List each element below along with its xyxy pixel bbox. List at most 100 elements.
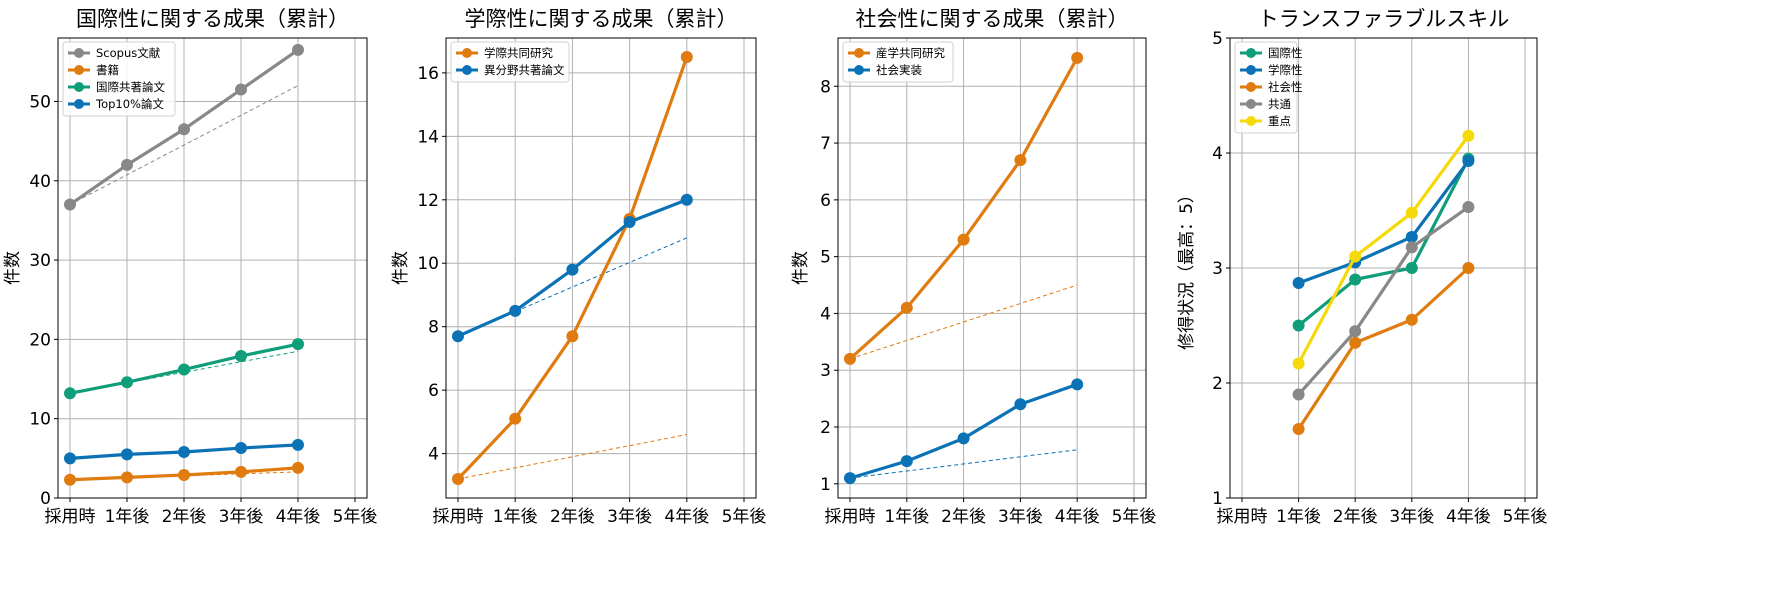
legend-entry: 共通 (1268, 97, 1291, 111)
legend-entry: 国際性 (1268, 46, 1303, 60)
x-tick-label: 5年後 (1503, 507, 1548, 527)
chart-panel-2: 採用時 1年後 2年後 3年後 4年後 5年後 4 6 8 10 12 14 16 学際性に関する成果（累… (391, 7, 766, 527)
data-point (121, 471, 133, 484)
data-point (1405, 313, 1418, 326)
data-point (121, 448, 133, 461)
x-tick-label: 採用時 (1217, 507, 1268, 527)
x-tick-label: 2年後 (550, 507, 595, 527)
legend-box (62, 41, 176, 117)
y-tick-label: 4 (1212, 144, 1223, 164)
x-tick-label: 2年後 (1333, 507, 1378, 527)
y-tick-label: 30 (29, 251, 51, 271)
x-tick-label: 1年後 (493, 507, 538, 527)
data-point (1405, 206, 1418, 219)
legend-entry: Top10%論文 (95, 97, 164, 111)
data-point (1349, 325, 1362, 338)
data-point (680, 193, 693, 206)
x-tick-label: 4年後 (1446, 507, 1491, 527)
y-tick-label: 1 (1212, 489, 1223, 509)
y-tick-label: 3 (1212, 259, 1223, 279)
y-tick-label: 4 (820, 304, 831, 324)
plot-frame (445, 37, 757, 499)
y-tick-label: 40 (29, 172, 51, 192)
data-point (452, 330, 464, 343)
y-tick-label: 8 (820, 77, 831, 97)
x-tick-label: 4年後 (664, 507, 709, 527)
legend-entry: 産学共同研究 (876, 46, 945, 60)
data-point (178, 469, 190, 481)
data-point (292, 338, 304, 351)
y-tick-label: 10 (29, 410, 51, 430)
series-line-3 (1296, 266, 1471, 431)
y-tick-label: 16 (417, 64, 439, 84)
legend-box (1234, 41, 1298, 134)
y-axis-label: 件数 (791, 251, 811, 285)
y-tick-label: 20 (29, 330, 51, 350)
x-tick-label: 3年後 (607, 507, 652, 527)
legend-swatch-marker (1246, 48, 1256, 58)
y-tick-label: 2 (1212, 374, 1223, 394)
data-point (509, 304, 522, 317)
data-point (292, 43, 304, 56)
y-tick-label: 1 (820, 475, 831, 495)
data-point (1014, 154, 1027, 167)
y-tick-label: 3 (820, 361, 831, 381)
legend-swatch-marker (854, 65, 864, 75)
y-tick-label: 6 (428, 381, 439, 401)
data-point (178, 123, 190, 136)
data-point (235, 442, 247, 455)
x-tick-label: 1年後 (105, 507, 150, 527)
legend-swatch-marker (1246, 99, 1256, 109)
y-tick-label: 12 (417, 191, 439, 211)
data-point (1405, 241, 1418, 254)
x-tick-label: 2年後 (162, 507, 207, 527)
legend-entry: 重点 (1268, 114, 1291, 128)
data-point (900, 455, 913, 468)
legend-entry: 学際共同研究 (484, 46, 553, 60)
y-tick-label: 5 (820, 248, 831, 268)
data-point (1292, 423, 1305, 435)
data-point (64, 387, 76, 400)
y-tick-label: 2 (820, 418, 831, 438)
data-point (1405, 230, 1418, 243)
legend-entry: 国際共著論文 (96, 80, 165, 94)
x-tick-label: 1年後 (884, 507, 929, 527)
chart-title: 社会性に関する成果（累計） (856, 7, 1129, 31)
data-point (566, 330, 579, 343)
series-line-2 (1296, 159, 1471, 285)
data-point (1071, 378, 1084, 391)
legend-swatch-marker (1246, 116, 1256, 126)
y-tick-label: 14 (417, 127, 439, 147)
legend-entry: Scopus文献 (96, 46, 161, 60)
data-point (1292, 357, 1305, 370)
legend-swatch-marker (854, 48, 864, 58)
data-point (1405, 262, 1418, 274)
data-point (509, 412, 522, 425)
data-point (844, 352, 856, 365)
x-tick-label: 3年後 (219, 507, 264, 527)
legend-swatch-marker (74, 99, 84, 109)
legend-swatch-marker (74, 82, 84, 92)
data-point (1292, 276, 1305, 289)
y-axis-label: 修得状況（最高：5） (1177, 186, 1197, 350)
y-tick-label: 10 (417, 254, 439, 274)
data-point (957, 233, 970, 246)
data-point (235, 465, 247, 478)
legend-entry: 社会性 (1268, 80, 1303, 94)
data-point (452, 472, 464, 485)
data-point (235, 350, 247, 363)
legend-box (450, 41, 570, 83)
chart-panel-1: 採用時 1年後 2年後 3年後 4年後 5年後 0 10 20 30 40 50 国際性に関する成果（累… (3, 7, 377, 527)
data-point (1071, 51, 1084, 64)
data-point (1462, 201, 1475, 214)
x-tick-label: 4年後 (276, 507, 321, 527)
series-line-1 (1296, 157, 1471, 328)
trend-line-1 (69, 85, 299, 205)
data-point (64, 198, 76, 211)
legend-swatch-marker (462, 48, 472, 58)
plot-frame (837, 37, 1147, 499)
x-tick-label: 5年後 (722, 507, 767, 527)
